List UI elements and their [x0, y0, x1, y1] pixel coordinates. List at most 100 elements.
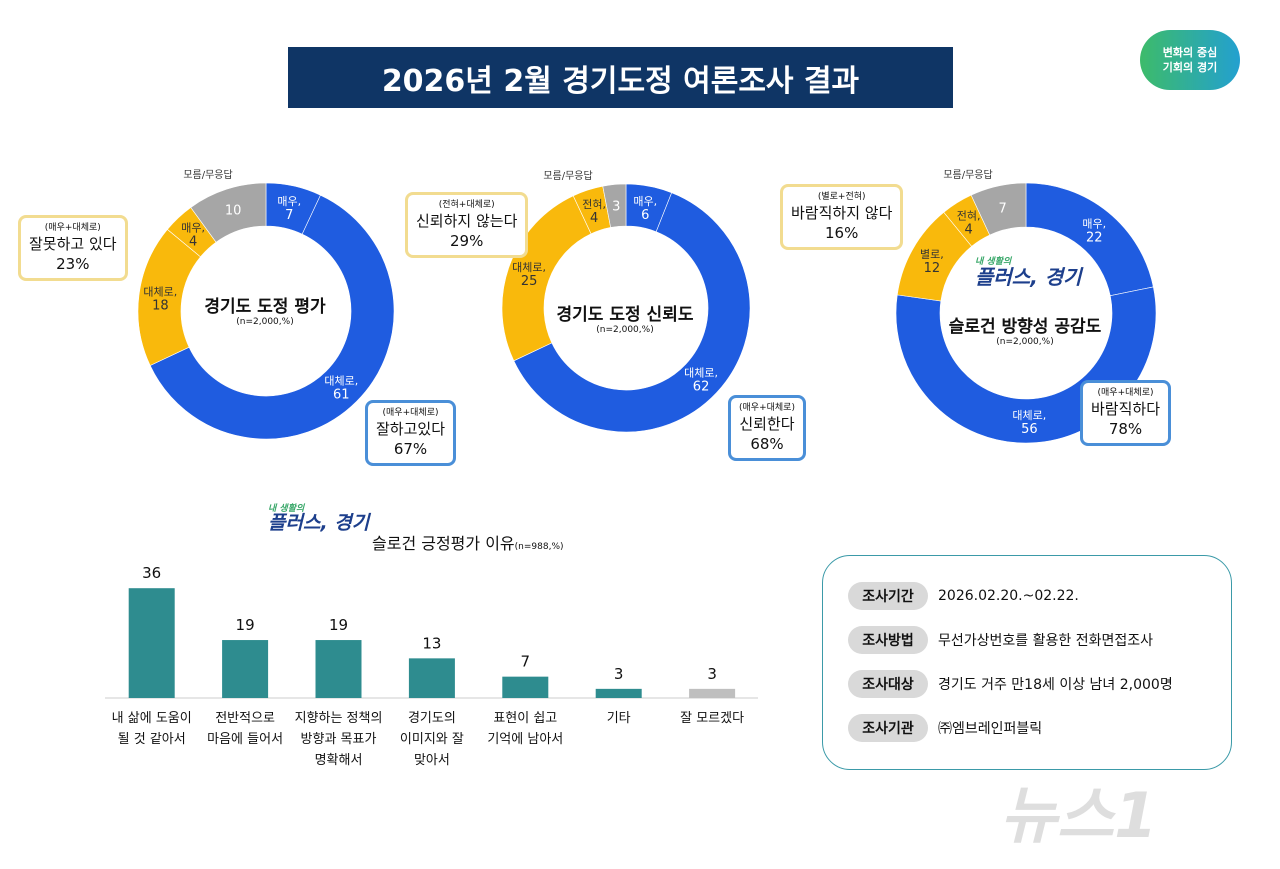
donut2-slice-2	[513, 192, 751, 433]
survey-info-row: 조사기간 2026.02.20.~02.22.	[848, 582, 1079, 610]
donut3-slice-1-label: 매우,	[1082, 217, 1106, 230]
bar-category-line: 기타	[606, 711, 631, 726]
donut3-slice-1-value: 22	[1086, 230, 1103, 245]
donut1-slice-2	[149, 194, 395, 440]
donut3-slice-5	[970, 182, 1027, 236]
bar	[595, 688, 642, 698]
donut3-positive-callout: (매우+대체로) 바람직하다 78%	[1080, 380, 1172, 446]
bar	[128, 588, 175, 698]
donut3-negative-callout: (별로+전혀) 바람직하지 않다 16%	[780, 184, 904, 250]
logo-line1: 변화의 중심	[1162, 46, 1218, 59]
donut3-n: (n=2,000,%)	[996, 337, 1054, 347]
donut1-slice-5	[190, 182, 267, 243]
donut1-slice-1-value: 7	[285, 208, 293, 223]
donut3-slice-4-value: 4	[965, 222, 973, 237]
bar-category-line: 기억에 남아서	[487, 732, 564, 747]
bar-category-line: 명확해서	[314, 753, 363, 768]
survey-info-row: 조사방법 무선가상번호를 활용한 전화면접조사	[848, 626, 1153, 654]
bar-category-line: 내 삶에 도움이	[111, 711, 192, 726]
survey-info-box	[822, 555, 1232, 770]
donut2-slice-3-value: 25	[521, 274, 538, 289]
donut1-slice-4-label: 매우,	[181, 221, 205, 234]
donut2-slice-4-value: 4	[590, 211, 598, 226]
bar-category-line: 전반적으로	[215, 711, 275, 726]
bar-chart-title: 슬로건 긍정평가 이유(n=988,%)	[372, 534, 564, 553]
donut1-slice-4-value: 4	[189, 234, 197, 249]
donut1-slice-2-label: 대체로,	[324, 374, 358, 387]
slogan-logo: 내 생활의 플러스, 경기	[975, 257, 1082, 289]
page-title: 2026년 2월 경기도정 여론조사 결과	[288, 47, 953, 108]
bar-category-line: 방향과 목표가	[300, 732, 377, 747]
donut1-title: 경기도 도정 평가	[204, 297, 326, 317]
donut3-title: 슬로건 방향성 공감도	[948, 317, 1102, 337]
donut3-slice-4-label: 전혀,	[957, 209, 981, 222]
donut2-slice-1-label: 매우,	[633, 195, 657, 208]
bar-category-line: 이미지와 잘	[399, 732, 464, 747]
donut2-negative-callout: (전혀+대체로) 신뢰하지 않는다 29%	[405, 192, 529, 258]
donut2-title: 경기도 도정 신뢰도	[556, 305, 694, 325]
donut2-center: 경기도 도정 신뢰도 (n=2,000,%)	[525, 300, 725, 335]
bar-chart-n: (n=988,%)	[514, 542, 564, 552]
donut3-center: 슬로건 방향성 공감도 (n=2,000,%)	[925, 312, 1125, 347]
donut2-slice-2-value: 62	[693, 380, 710, 395]
donut1-slice-5-label: 10	[225, 204, 242, 219]
donut2-n: (n=2,000,%)	[596, 325, 654, 335]
info-value: ㈜엠브레인퍼블릭	[938, 721, 1043, 737]
bar-value-label: 3	[614, 665, 624, 683]
donut1-slice-3-label: 대체로,	[143, 286, 177, 299]
donut2-slice-5-label: 3	[612, 199, 620, 214]
info-value: 경기도 거주 만18세 이상 남녀 2,000명	[938, 677, 1173, 693]
bar-category-label: 경기도의 이미지와 잘 맞아서	[385, 708, 478, 771]
news1-watermark: 뉴스1	[1000, 779, 1158, 852]
donut2-slice-4-label: 전혀,	[582, 198, 606, 211]
bar	[502, 676, 549, 698]
bar	[222, 640, 269, 698]
bar	[689, 688, 736, 698]
bar-category-line: 잘 모르겠다	[680, 711, 745, 726]
donut2-slice-3-label: 대체로,	[512, 261, 546, 274]
survey-info-row: 조사대상 경기도 거주 만18세 이상 남녀 2,000명	[848, 670, 1173, 698]
bar-category-line: 맞아서	[413, 753, 450, 768]
bar-category-line: 지향하는 정책의	[294, 711, 383, 726]
logo-line2: 기회의 경기	[1162, 61, 1218, 74]
donut1-center: 경기도 도정 평가 (n=2,000,%)	[165, 292, 365, 327]
bar	[315, 640, 362, 698]
bar-value-label: 7	[521, 653, 531, 671]
donut3-slice-2-label: 대체로,	[1012, 409, 1046, 422]
survey-info-row: 조사기관 ㈜엠브레인퍼블릭	[848, 714, 1042, 742]
donut3-slice-3-value: 12	[924, 261, 941, 276]
donut2-slice-1-value: 6	[641, 208, 649, 223]
donut1-positive-callout: (매우+대체로) 잘하고있다 67%	[365, 400, 457, 466]
info-key: 조사대상	[848, 670, 928, 698]
donut1-negative-callout: (매우+대체로) 잘못하고 있다 23%	[18, 215, 128, 281]
bar-value-label: 36	[142, 564, 161, 582]
donut3-slice-2-value: 56	[1021, 422, 1038, 437]
info-key: 조사방법	[848, 626, 928, 654]
bar-category-line: 될 것 같아서	[117, 732, 186, 747]
bar	[408, 658, 455, 698]
bar-category-label: 표현이 쉽고 기억에 남아서	[479, 708, 572, 750]
info-key: 조사기간	[848, 582, 928, 610]
bar-value-label: 13	[422, 634, 441, 652]
bar-value-label: 19	[236, 616, 255, 634]
bar-slogan-logo: 내 생활의 플러스, 경기	[268, 504, 370, 534]
donut2-slice-5	[602, 183, 627, 228]
info-key: 조사기관	[848, 714, 928, 742]
bar-value-label: 19	[329, 616, 348, 634]
donut3-dk-label: 모름/무응답	[943, 169, 992, 181]
donut1-slice-2-value: 61	[333, 387, 350, 402]
bar-category-label: 기타	[572, 708, 665, 729]
donut3-slice-5-label: 7	[999, 202, 1007, 217]
donut1-dk-label: 모름/무응답	[183, 169, 232, 181]
bar-value-label: 3	[707, 665, 717, 683]
bar-category-label: 잘 모르겠다	[666, 708, 759, 729]
donut3-slice-3-label: 별로,	[920, 248, 944, 261]
donut2-dk-label: 모름/무응답	[543, 170, 592, 182]
donut1-slice-1-label: 매우,	[277, 195, 301, 208]
donut1-slice-3-value: 18	[152, 299, 169, 314]
info-value: 무선가상번호를 활용한 전화면접조사	[938, 633, 1153, 649]
donut1-n: (n=2,000,%)	[236, 317, 294, 327]
